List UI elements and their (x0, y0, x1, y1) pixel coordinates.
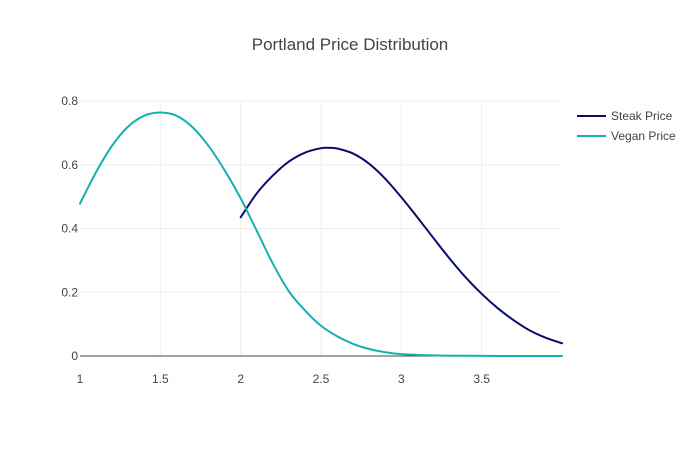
x-tick-label: 3.5 (473, 372, 490, 386)
legend-label: Steak Price (611, 109, 673, 123)
grid-lines (80, 100, 562, 356)
x-tick-label: 2.5 (313, 372, 330, 386)
legend-label: Vegan Price (611, 129, 676, 143)
axes: 1 1.5 2 2.5 3 3.5 0 0.2 0.4 0.6 0.8 (61, 94, 562, 386)
x-tick-label: 2 (237, 372, 244, 386)
y-tick-label: 0.2 (61, 285, 78, 299)
series-line-vegan-price (79, 111, 563, 358)
x-tick-label: 1.5 (152, 372, 169, 386)
x-tick-label: 3 (398, 372, 405, 386)
y-tick-label: 0.4 (61, 222, 78, 236)
y-tick-label: 0 (71, 349, 78, 363)
chart-title: Portland Price Distribution (252, 35, 449, 54)
series-line-steak-price (239, 146, 563, 345)
legend-item-steak-price[interactable]: Steak Price (577, 109, 673, 123)
y-tick-label: 0.6 (61, 158, 78, 172)
legend-item-vegan-price[interactable]: Vegan Price (577, 129, 676, 143)
series-lines (79, 111, 563, 358)
x-tick-label: 1 (77, 372, 84, 386)
legend[interactable]: Steak Price Vegan Price (577, 109, 676, 143)
y-tick-label: 0.8 (61, 94, 78, 108)
